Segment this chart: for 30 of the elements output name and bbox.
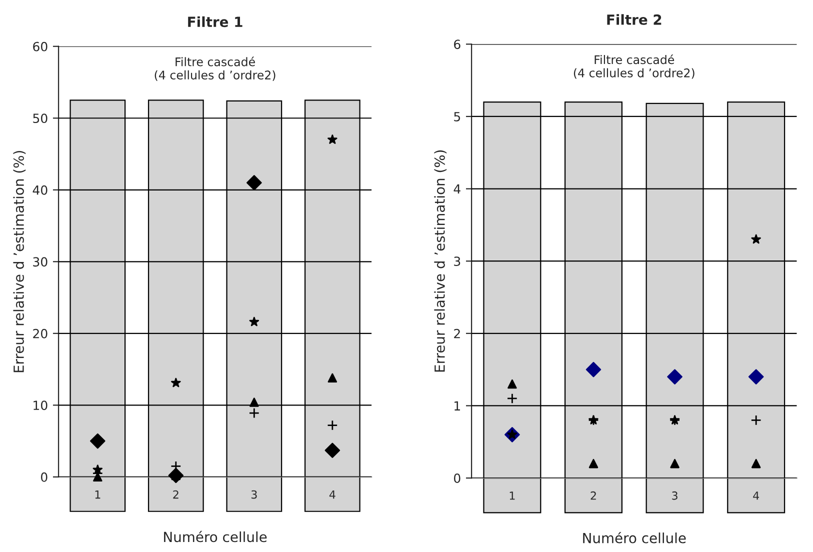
x-tick-label: 4 [329, 490, 336, 499]
y-tick-label: 2 [454, 328, 460, 338]
x-tick-label: 4 [753, 492, 759, 500]
x-axis-title: Numéro cellule [164, 530, 267, 542]
y-tick-label: 1 [454, 401, 460, 410]
x-tick-label: 2 [173, 490, 178, 499]
x-axis-title: Numéro cellule [583, 532, 686, 544]
annotation: Filtre cascadé (4 cellules d ’ordre2) [574, 54, 694, 79]
y-tick-label: 6 [454, 40, 460, 50]
x-tick-label: 1 [510, 492, 515, 500]
y-tick-label: 4 [454, 184, 460, 194]
y-tick-label: 30 [33, 257, 48, 267]
annotation: Filtre cascadé (4 cellules d ’ordre2) [154, 56, 276, 81]
y-tick-label: 3 [454, 256, 460, 266]
y-axis-title: Erreur relative d ’estimation (%) [13, 150, 26, 372]
chart-title: Filtre 1 [188, 16, 242, 28]
x-tick-label: 3 [672, 491, 678, 500]
chart-title: Filtre 2 [607, 14, 662, 25]
x-tick-label: 2 [590, 491, 596, 500]
y-tick-label: 60 [33, 42, 48, 52]
y-tick-label: 50 [33, 114, 48, 124]
x-tick-label: 3 [251, 490, 257, 499]
y-tick-label: 40 [32, 185, 48, 195]
y-tick-label: 0 [454, 474, 460, 483]
y-tick-label: 20 [33, 328, 48, 338]
y-tick-label: 0 [40, 472, 48, 482]
x-tick-label: 1 [95, 490, 100, 499]
y-axis-title: Erreur relative d ’estimation (%) [434, 150, 447, 372]
y-tick-label: 5 [454, 112, 460, 122]
y-tick-label: 10 [34, 400, 48, 410]
